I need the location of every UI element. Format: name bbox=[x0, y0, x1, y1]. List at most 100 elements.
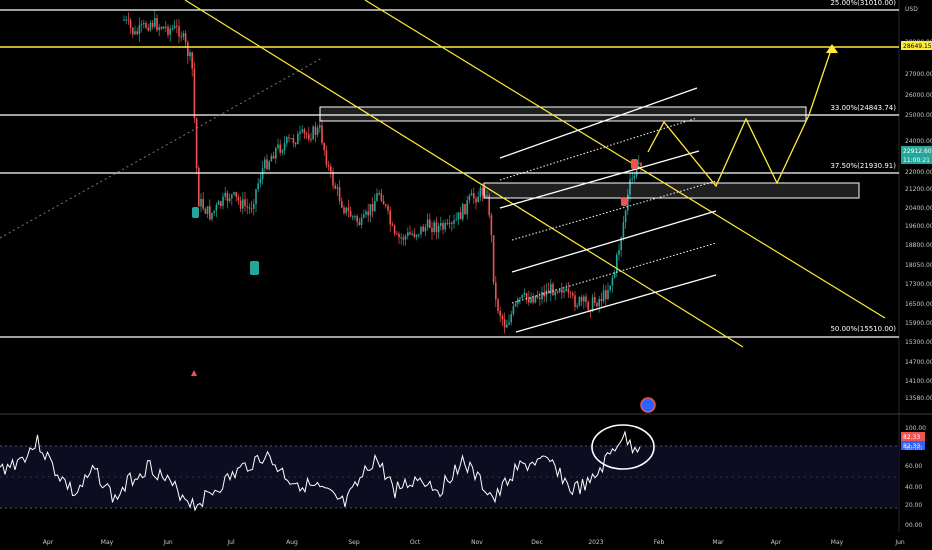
candle-body bbox=[363, 214, 365, 218]
candle-body bbox=[455, 219, 457, 221]
candle-body bbox=[228, 198, 231, 201]
candle-body bbox=[264, 159, 266, 169]
candle-body bbox=[352, 216, 354, 218]
candle-body bbox=[288, 137, 290, 139]
candle-body bbox=[198, 168, 200, 207]
candle-body bbox=[519, 297, 521, 300]
candle-body bbox=[495, 282, 497, 300]
candle-body bbox=[558, 289, 561, 293]
rsi-axis-ticks: 100.00 80.00 60.00 40.00 20.00 00.00 bbox=[905, 425, 926, 529]
candle-body bbox=[354, 216, 356, 218]
price-tick-label: 20400.00 bbox=[905, 205, 932, 212]
candle-body bbox=[609, 285, 611, 290]
candle-body bbox=[530, 297, 532, 303]
support-zone[interactable] bbox=[483, 182, 860, 199]
candle-body bbox=[314, 126, 317, 135]
price-tick-label: 14100.00 bbox=[905, 378, 932, 385]
time-tick-label: May bbox=[831, 539, 844, 546]
candle-body bbox=[277, 144, 279, 148]
resistance-zone[interactable] bbox=[319, 106, 807, 122]
candle-body bbox=[486, 195, 488, 197]
candle-body bbox=[587, 301, 589, 310]
time-tick-label: Feb bbox=[654, 539, 665, 546]
candle-body bbox=[235, 192, 237, 197]
candle-body bbox=[202, 198, 204, 209]
candle-body bbox=[462, 204, 464, 220]
sell-marker[interactable] bbox=[631, 159, 638, 169]
candle-body bbox=[176, 25, 178, 27]
channel-line[interactable] bbox=[499, 87, 698, 159]
candle-body bbox=[576, 305, 578, 307]
candle-body bbox=[543, 291, 545, 297]
buy-marker[interactable] bbox=[192, 207, 199, 218]
ascending-channel[interactable] bbox=[499, 87, 717, 333]
descending-trendline-lower[interactable] bbox=[184, 0, 744, 348]
candle-body bbox=[426, 219, 429, 228]
candle-body bbox=[420, 226, 422, 235]
candle-body bbox=[556, 291, 559, 293]
candle-body bbox=[442, 223, 444, 230]
candle-body bbox=[321, 125, 323, 144]
candle-body bbox=[149, 22, 152, 31]
candle-body bbox=[429, 219, 431, 228]
channel-midline[interactable] bbox=[511, 180, 717, 241]
sell-marker[interactable] bbox=[621, 197, 627, 206]
candle-body bbox=[464, 204, 466, 215]
candle-body bbox=[167, 26, 169, 35]
candle-body bbox=[393, 225, 396, 234]
candle-body bbox=[506, 324, 508, 328]
candle-body bbox=[528, 298, 530, 303]
candle-body bbox=[316, 127, 319, 135]
time-axis-ticks: Apr May Jun Jul Aug Sep Oct Nov Dec 2023 Feb Mar Apr… bbox=[43, 539, 905, 546]
candle-body bbox=[180, 36, 182, 38]
candle-body bbox=[134, 31, 136, 35]
channel-line[interactable] bbox=[511, 210, 717, 273]
descending-trendline-upper[interactable] bbox=[364, 0, 886, 319]
candle-body bbox=[347, 207, 350, 211]
rsi-tick-label: 40.00 bbox=[905, 484, 922, 491]
channel-line[interactable] bbox=[499, 150, 700, 209]
candle-body bbox=[602, 290, 605, 302]
rsi-highlight-circle[interactable] bbox=[591, 424, 655, 470]
candle-body bbox=[620, 237, 622, 251]
candle-body bbox=[510, 314, 512, 323]
candle-body bbox=[358, 221, 361, 225]
candle-body bbox=[222, 196, 224, 206]
candle-body bbox=[569, 292, 572, 294]
candle-body bbox=[396, 233, 398, 235]
event-icon[interactable] bbox=[640, 397, 656, 413]
candle-body bbox=[294, 142, 297, 145]
candle-body bbox=[541, 291, 543, 300]
time-tick-label: Oct bbox=[410, 539, 421, 546]
fib-labels: 25.00%(31010.00) 33.00%(24843.74) 37.50%(2… bbox=[830, 0, 896, 333]
candle-body bbox=[299, 131, 301, 134]
candle-body bbox=[567, 288, 570, 293]
candle-body bbox=[239, 200, 242, 209]
buy-marker[interactable] bbox=[250, 261, 259, 275]
candle-body bbox=[488, 195, 490, 216]
candle-body bbox=[490, 215, 493, 236]
projected-price-path[interactable] bbox=[647, 46, 833, 188]
rsi-badge-text: 82.33 bbox=[903, 443, 920, 450]
channel-line[interactable] bbox=[515, 274, 717, 333]
candle-body bbox=[466, 200, 468, 215]
candle-body bbox=[279, 144, 281, 153]
time-tick-label: Mar bbox=[712, 539, 724, 546]
time-tick-label: Jul bbox=[226, 539, 235, 546]
candle-body bbox=[151, 22, 154, 27]
candle-body bbox=[457, 212, 460, 220]
candle-body bbox=[272, 155, 275, 159]
channel-midline[interactable] bbox=[511, 242, 717, 304]
candle-body bbox=[638, 162, 640, 164]
candle-body bbox=[407, 232, 409, 236]
candle-body bbox=[607, 289, 609, 300]
candle-body bbox=[525, 293, 528, 299]
candle-body bbox=[301, 129, 303, 132]
candle-body bbox=[360, 217, 363, 225]
fib-level-label: 33.00%(24843.74) bbox=[830, 104, 896, 112]
channel-midline[interactable] bbox=[499, 117, 698, 181]
rsi-tick-label: 20.00 bbox=[905, 502, 922, 509]
long-term-dotted-trendline[interactable] bbox=[0, 57, 323, 239]
